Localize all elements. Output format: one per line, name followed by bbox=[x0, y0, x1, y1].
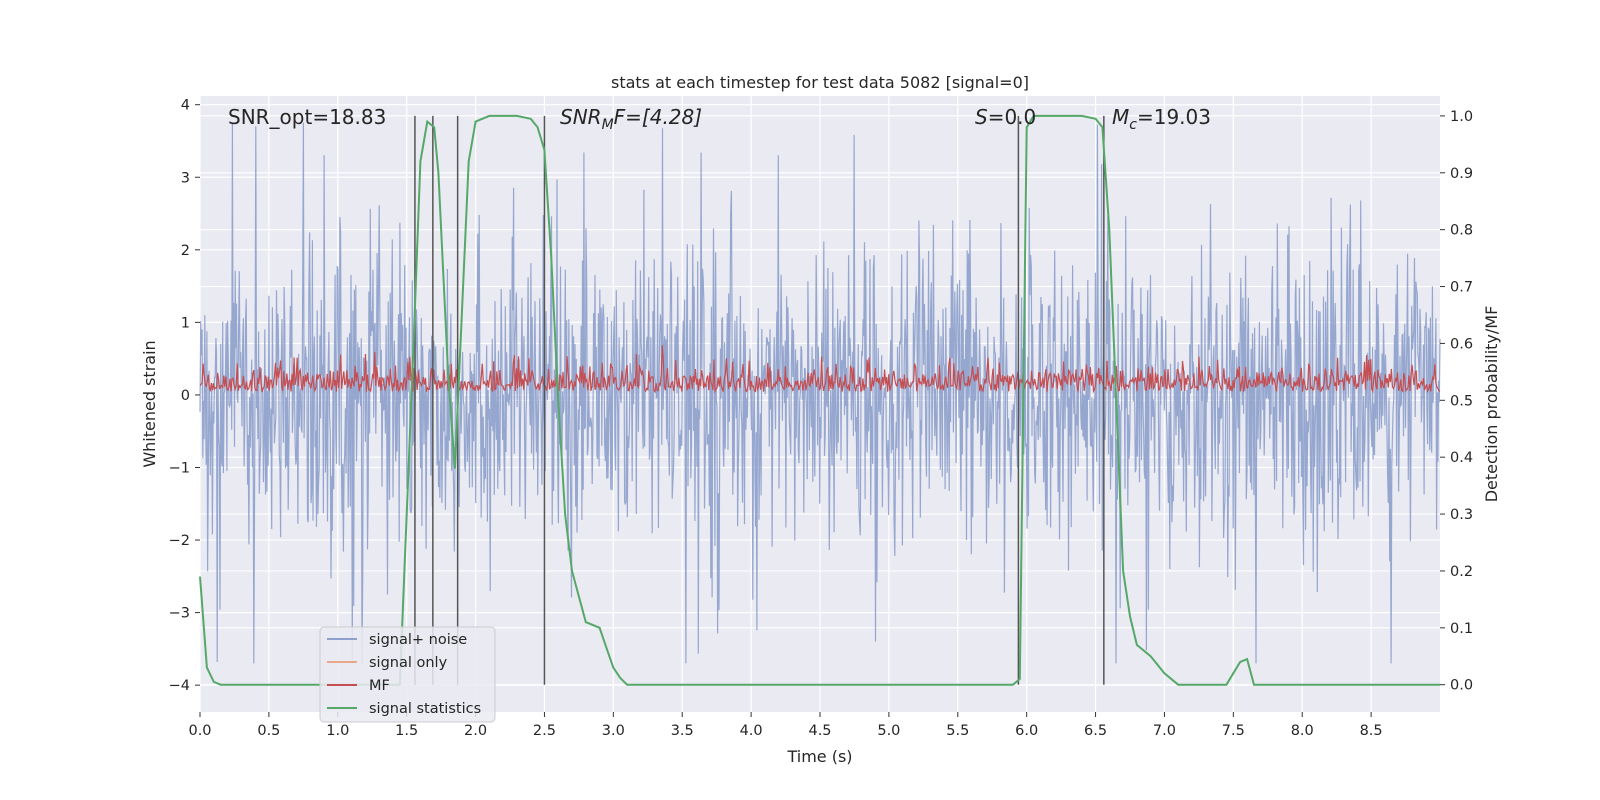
mc-annotation: Mc=19.03 bbox=[1112, 105, 1211, 133]
y2-tick-label: 1.0 bbox=[1450, 109, 1473, 125]
x-tick-label: 8.5 bbox=[1360, 723, 1383, 739]
y2-tick-label: 0.9 bbox=[1450, 166, 1473, 182]
x-tick-label: 4.0 bbox=[740, 723, 763, 739]
y2-tick-label: 0.0 bbox=[1450, 678, 1473, 694]
x-tick-label: 5.0 bbox=[877, 723, 900, 739]
y-tick-label: −3 bbox=[169, 606, 190, 622]
signal-noise-line bbox=[199, 122, 1441, 664]
y-tick-label: 1 bbox=[181, 315, 190, 331]
x-tick-label: 2.5 bbox=[533, 723, 556, 739]
snr-mf-rest: F=[4.28] bbox=[614, 105, 702, 129]
y2-axis-label: Detection probability/MF bbox=[1482, 306, 1501, 503]
x-tick-label: 2.0 bbox=[464, 723, 487, 739]
mc-rest: =19.03 bbox=[1137, 105, 1211, 129]
mc-sub: c bbox=[1129, 117, 1137, 133]
snr-opt-annotation: SNR_opt=18.83 bbox=[228, 105, 386, 129]
x-tick-label: 7.0 bbox=[1153, 723, 1176, 739]
mf-line bbox=[199, 345, 1441, 394]
x-tick-label: 5.5 bbox=[946, 723, 969, 739]
x-tick-label: 6.5 bbox=[1084, 723, 1107, 739]
mc-base: M bbox=[1112, 105, 1129, 129]
y-tick-label: −4 bbox=[169, 678, 190, 694]
x-axis-label: Time (s) bbox=[786, 747, 852, 766]
y-axis-label: Whitened strain bbox=[140, 340, 159, 467]
signal-statistics-series bbox=[199, 114, 1440, 686]
y2-axis-ticks: 1.0 0.9 0.8 0.7 0.6 0.5 0.4 0.3 0.2 0.1 0.0 bbox=[1440, 109, 1473, 694]
x-tick-label: 0.5 bbox=[257, 723, 280, 739]
legend-label-mf: MF bbox=[369, 678, 390, 694]
x-tick-label: 3.5 bbox=[671, 723, 694, 739]
y2-tick-label: 0.6 bbox=[1450, 336, 1473, 352]
y-tick-label: 4 bbox=[181, 98, 190, 114]
y-tick-label: 2 bbox=[181, 243, 190, 259]
legend-label-noise: signal+ noise bbox=[369, 632, 467, 648]
snr-mf-sub: M bbox=[602, 117, 614, 133]
signal-noise-series bbox=[199, 122, 1441, 664]
x-tick-label: 3.0 bbox=[602, 723, 625, 739]
y-tick-label: −2 bbox=[169, 533, 190, 549]
y2-tick-label: 0.3 bbox=[1450, 507, 1473, 523]
x-tick-label: 4.5 bbox=[808, 723, 831, 739]
y-tick-label: −1 bbox=[169, 460, 190, 476]
vertical-markers bbox=[414, 115, 1105, 685]
x-tick-label: 8.0 bbox=[1291, 723, 1314, 739]
legend-box bbox=[319, 626, 496, 723]
mf-series bbox=[199, 345, 1441, 394]
legend: signal+ noise signal only MF signal stat… bbox=[319, 626, 496, 723]
y-tick-label: 3 bbox=[181, 170, 190, 186]
y2-tick-label: 0.8 bbox=[1450, 223, 1473, 239]
x-tick-label: 1.5 bbox=[395, 723, 418, 739]
y2-tick-label: 0.7 bbox=[1450, 280, 1473, 296]
y2-tick-label: 0.4 bbox=[1450, 450, 1473, 466]
snr-mf-base: SNR bbox=[560, 105, 602, 129]
x-axis-ticks: 0.0 0.5 1.0 1.5 2.0 2.5 3.0 3.5 4.0 4.5 5.0 5.5 6.0 6… bbox=[188, 712, 1383, 739]
legend-label-signal-only: signal only bbox=[369, 655, 448, 671]
snr-mf-annotation: SNRMF=[4.28] bbox=[560, 105, 702, 133]
s-annotation: S=0.0 bbox=[975, 105, 1036, 129]
x-tick-label: 0.0 bbox=[188, 723, 211, 739]
x-tick-label: 6.0 bbox=[1015, 723, 1038, 739]
s-rest: =0.0 bbox=[988, 105, 1037, 129]
chart-title: stats at each timestep for test data 508… bbox=[611, 73, 1029, 92]
s-base: S bbox=[975, 105, 988, 129]
x-tick-label: 7.5 bbox=[1222, 723, 1245, 739]
y-axis-ticks: 4 3 2 1 0 −1 −2 −3 −4 bbox=[169, 98, 200, 694]
x-tick-label: 1.0 bbox=[326, 723, 349, 739]
y2-tick-label: 0.1 bbox=[1450, 621, 1473, 637]
legend-label-signal-statistics: signal statistics bbox=[369, 701, 481, 717]
y-tick-label: 0 bbox=[181, 388, 190, 404]
signal-statistics-line bbox=[199, 114, 1440, 686]
y2-tick-label: 0.5 bbox=[1450, 393, 1473, 409]
y2-tick-label: 0.2 bbox=[1450, 564, 1473, 580]
